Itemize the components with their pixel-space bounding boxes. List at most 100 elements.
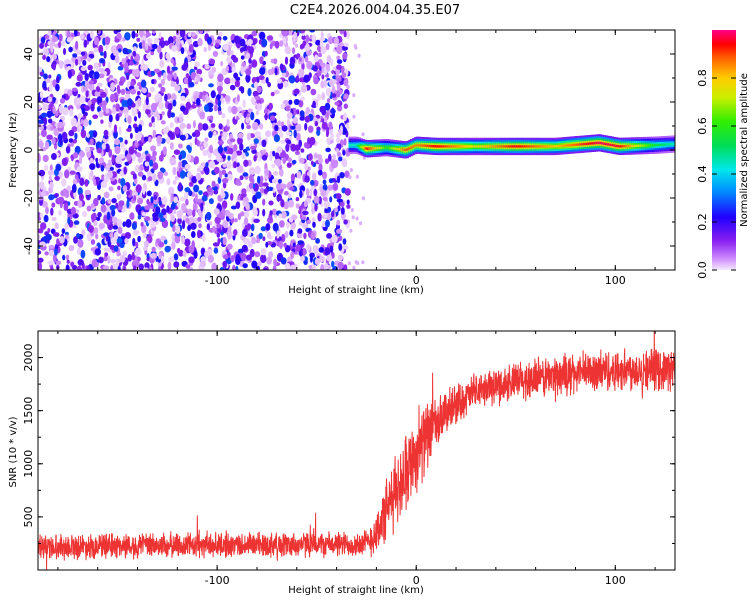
noise-cell <box>277 179 282 184</box>
ridge-cell <box>567 144 571 147</box>
noise-cell <box>293 88 300 95</box>
noise-cell <box>167 131 173 138</box>
noise-cell <box>73 30 78 37</box>
noise-cell <box>90 203 95 209</box>
noise-cell <box>235 150 243 156</box>
spectrogram-panel: -100 0 100 -40 -20 0 20 40 Height of straight l… <box>8 29 676 296</box>
noise-cell <box>141 39 146 49</box>
noise-cell <box>237 136 243 145</box>
noise-cell <box>268 102 273 111</box>
y-tick-label: 40 <box>22 47 35 61</box>
noise-cell <box>158 101 165 110</box>
noise-cell <box>316 129 321 136</box>
noise-cell <box>341 45 349 51</box>
noise-cell <box>197 229 201 239</box>
noise-cell <box>170 81 176 88</box>
noise-cell <box>245 52 251 59</box>
noise-cell <box>61 131 68 141</box>
noise-cell <box>104 252 109 257</box>
noise-cell <box>310 160 314 166</box>
noise-cell <box>73 152 79 159</box>
noise-cell <box>277 196 283 201</box>
noise-cell <box>305 188 310 196</box>
ridge-cell <box>434 145 437 148</box>
noise-cell <box>201 235 206 242</box>
noise-cell <box>293 186 298 192</box>
noise-cell <box>137 145 143 152</box>
noise-cell <box>271 163 276 168</box>
noise-cell <box>188 190 193 197</box>
noise-cell <box>107 171 113 179</box>
colorbar-tick-label: 0.2 <box>696 213 709 231</box>
noise-cell <box>144 262 150 269</box>
snr-series-line <box>38 331 675 570</box>
noise-cell <box>281 72 287 77</box>
noise-cell <box>76 97 81 106</box>
ridge-cell <box>384 146 387 149</box>
noise-cell <box>115 114 120 122</box>
noise-cell <box>114 138 121 146</box>
noise-cell <box>209 115 214 121</box>
noise-cell <box>252 208 258 217</box>
figure-title: C2E4.2026.004.04.35.E07 <box>290 3 460 18</box>
noise-cell <box>117 226 123 234</box>
ridge-cell <box>539 145 543 148</box>
noise-cell <box>64 222 69 231</box>
noise-cell <box>153 194 157 200</box>
ridge-cell <box>565 144 569 147</box>
noise-cell <box>150 196 154 204</box>
noise-cell <box>292 242 296 248</box>
noise-cell <box>90 169 94 177</box>
noise-cell <box>69 108 74 117</box>
noise-cell <box>260 254 267 264</box>
noise-cell <box>166 136 171 145</box>
noise-cell <box>208 83 214 88</box>
noise-cell <box>160 217 166 222</box>
noise-cell <box>61 157 68 167</box>
noise-cell <box>158 31 162 39</box>
noise-cell <box>289 56 296 65</box>
noise-cell <box>158 200 162 206</box>
noise-cell <box>359 221 363 226</box>
ridge-cell <box>406 148 409 151</box>
noise-cell <box>158 39 166 49</box>
noise-cell <box>71 183 77 193</box>
noise-cell <box>190 104 197 109</box>
noise-cell <box>323 69 328 76</box>
noise-cell <box>199 30 204 35</box>
noise-cell <box>149 159 154 167</box>
noise-cell <box>66 259 70 264</box>
noise-cell <box>260 188 265 194</box>
noise-cell <box>129 132 133 139</box>
noise-cell <box>181 203 187 212</box>
noise-cell <box>305 43 310 52</box>
noise-cell <box>100 204 107 213</box>
ridge-cell <box>583 142 586 146</box>
noise-cell <box>235 201 241 209</box>
noise-cell <box>335 76 340 86</box>
noise-cell <box>218 110 222 116</box>
noise-cell <box>188 245 195 254</box>
noise-cell <box>252 121 259 131</box>
noise-cell <box>304 175 310 183</box>
noise-cell <box>277 78 283 84</box>
noise-cell <box>59 236 65 244</box>
noise-cell <box>159 51 163 60</box>
noise-cell <box>265 241 269 248</box>
noise-cell <box>218 31 223 37</box>
noise-cell <box>260 226 267 232</box>
noise-cell <box>80 56 84 62</box>
noise-cell <box>135 247 142 256</box>
noise-cell <box>279 240 283 249</box>
noise-cell <box>169 122 174 128</box>
noise-cell <box>309 255 313 263</box>
noise-cell <box>350 208 354 212</box>
noise-cell <box>63 47 66 56</box>
ridge-cell <box>591 142 594 145</box>
noise-cell <box>314 120 319 127</box>
noise-cell <box>89 163 96 171</box>
noise-cell <box>304 115 311 123</box>
noise-cell <box>315 39 321 46</box>
noise-cell <box>221 154 227 160</box>
